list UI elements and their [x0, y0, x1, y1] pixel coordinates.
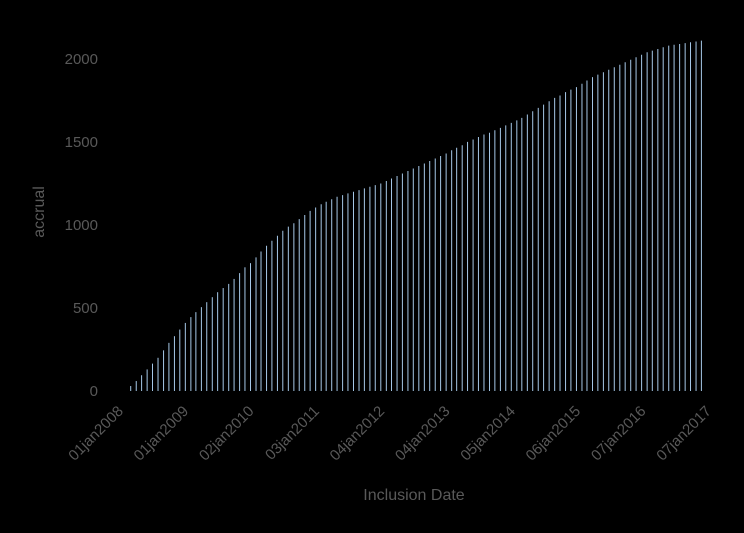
y-axis-title: accrual — [31, 186, 48, 238]
y-tick-label: 1500 — [65, 134, 98, 151]
x-axis-title: Inclusion Date — [363, 487, 464, 504]
y-tick-label: 0 — [90, 383, 98, 400]
y-tick-label: 1000 — [65, 217, 98, 234]
y-axis-ticks: 0 500 1000 1500 2000 — [65, 51, 98, 400]
y-tick-label: 500 — [73, 300, 98, 317]
y-tick-label: 2000 — [65, 51, 98, 68]
bars-layer — [130, 40, 702, 391]
